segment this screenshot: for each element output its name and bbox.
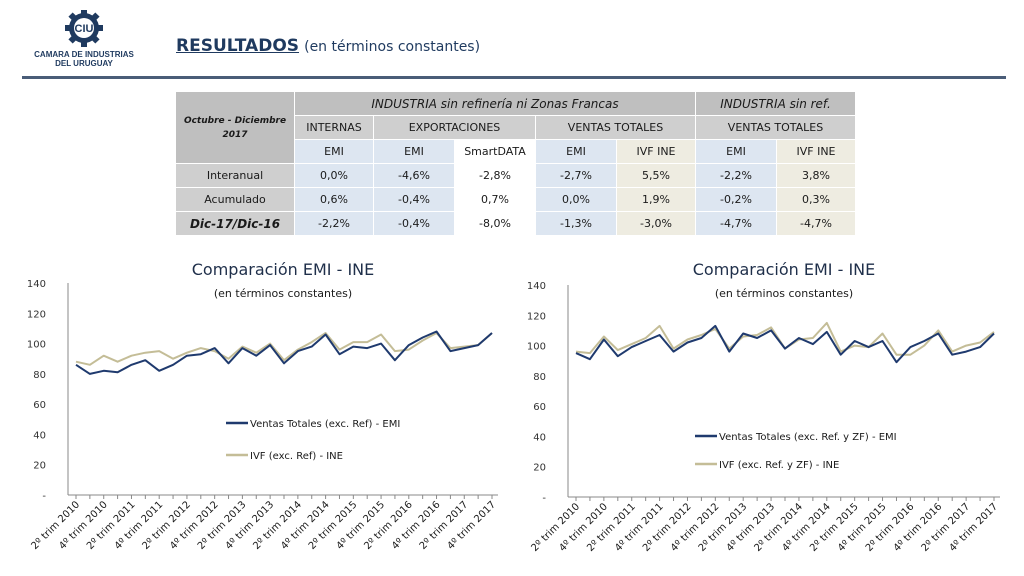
logo-text: CAMARA DE INDUSTRIAS DEL URUGUAY xyxy=(22,50,146,68)
logo: CIU CAMARA DE INDUSTRIAS DEL URUGUAY xyxy=(22,9,146,70)
table-cell: -8,0% xyxy=(454,211,536,236)
y-tick-label: 20 xyxy=(33,461,46,472)
y-tick-label: 40 xyxy=(33,430,46,441)
table-cell: -0,2% xyxy=(695,187,777,212)
table-cell: -4,7% xyxy=(776,211,856,236)
table-cell: -1,3% xyxy=(535,211,617,236)
table-cell: -4,6% xyxy=(373,163,455,188)
table-cell: 5,5% xyxy=(616,163,696,188)
y-tick-label: 140 xyxy=(527,281,546,292)
legend-label: IVF (exc. Ref. y ZF) - INE xyxy=(719,460,839,471)
table-source-header: IVF INE xyxy=(776,139,856,164)
legend-label: Ventas Totales (exc. Ref) - EMI xyxy=(250,419,400,430)
x-tick-label: 2º trim 2010 xyxy=(29,499,82,552)
table-cell: -2,8% xyxy=(454,163,536,188)
y-tick-label: - xyxy=(42,491,46,502)
table-cell: 0,0% xyxy=(294,163,374,188)
chart-title: Comparación EMI - INE xyxy=(693,260,876,279)
table-subheader: VENTAS TOTALES xyxy=(535,115,696,140)
table-row: Dic-17/Dic-16 -2,2% -0,4% -8,0% -1,3% -3… xyxy=(175,211,856,236)
y-tick-label: 100 xyxy=(527,342,546,353)
y-tick-label: 40 xyxy=(533,432,546,443)
table-cell: -2,2% xyxy=(294,211,374,236)
table-corner-cell: Octubre - Diciembre 2017 xyxy=(175,91,295,164)
chart-subtitle: (en términos constantes) xyxy=(715,287,853,300)
table-source-header: IVF INE xyxy=(616,139,696,164)
y-tick-label: 120 xyxy=(527,311,546,322)
series-line-emi xyxy=(75,330,493,375)
y-tick-label: 60 xyxy=(533,402,546,413)
table-source-header: EMI xyxy=(535,139,617,164)
y-tick-label: 80 xyxy=(533,372,546,383)
series-line-emi xyxy=(575,324,995,364)
legend-label: IVF (exc. Ref) - INE xyxy=(250,451,343,462)
table-cell: 0,6% xyxy=(294,187,374,212)
table-group-header: INDUSTRIA sin refinería ni Zonas Francas xyxy=(294,91,696,116)
legend-label: Ventas Totales (exc. Ref. y ZF) - EMI xyxy=(719,432,897,443)
chart-left: Comparación EMI - INE (en términos consta… xyxy=(18,255,508,573)
table-cell: -2,7% xyxy=(535,163,617,188)
table-cell: 1,9% xyxy=(616,187,696,212)
y-tick-label: 100 xyxy=(27,340,46,351)
y-tick-label: 120 xyxy=(27,309,46,320)
page-title: RESULTADOS (en términos constantes) xyxy=(176,36,480,56)
table-corner-line1: Octubre - Diciembre xyxy=(183,115,287,126)
chart-title: Comparación EMI - INE xyxy=(192,260,375,279)
page-title-main: RESULTADOS xyxy=(176,36,300,56)
x-tick-label: 2º trim 2010 xyxy=(529,501,582,554)
table-row: Interanual 0,0% -4,6% -2,8% -2,7% 5,5% -… xyxy=(175,163,856,188)
table-corner-line2: 2017 xyxy=(222,129,248,140)
table-cell: 3,8% xyxy=(776,163,856,188)
page-title-subtitle: (en términos constantes) xyxy=(304,39,481,55)
table-row: Acumulado 0,6% -0,4% 0,7% 0,0% 1,9% -0,2… xyxy=(175,187,856,212)
y-tick-label: 60 xyxy=(33,400,46,411)
chart-subtitle: (en términos constantes) xyxy=(214,287,352,300)
table-source-header: EMI xyxy=(294,139,374,164)
table-cell: -3,0% xyxy=(616,211,696,236)
table-cell: -2,2% xyxy=(695,163,777,188)
table-row-label: Dic-17/Dic-16 xyxy=(175,211,295,236)
logo-text-line1: CAMARA DE INDUSTRIAS xyxy=(34,50,134,59)
table-cell: 0,0% xyxy=(535,187,617,212)
table-row-label: Acumulado xyxy=(175,187,295,212)
table-cell: -4,7% xyxy=(695,211,777,236)
series-line-ine xyxy=(75,332,493,366)
y-tick-label: - xyxy=(542,493,546,504)
table-group-header: INDUSTRIA sin ref. xyxy=(695,91,856,116)
header-divider xyxy=(22,76,1006,79)
table-subheader: VENTAS TOTALES xyxy=(695,115,856,140)
table-subheader: INTERNAS xyxy=(294,115,374,140)
results-table: Octubre - Diciembre 2017 INDUSTRIA sin r… xyxy=(175,91,856,236)
table-source-header: EMI xyxy=(373,139,455,164)
y-tick-label: 80 xyxy=(33,370,46,381)
y-tick-label: 20 xyxy=(533,463,546,474)
chart-left-svg: Comparación EMI - INE (en términos consta… xyxy=(27,260,498,552)
table-row-label: Interanual xyxy=(175,163,295,188)
table-subheader: EXPORTACIONES xyxy=(373,115,536,140)
table-source-header: SmartDATA xyxy=(454,139,536,164)
chart-right-svg: Comparación EMI - INE (en términos consta… xyxy=(527,260,1000,554)
logo-mark: CIU xyxy=(75,23,94,35)
table-cell: 0,7% xyxy=(454,187,536,212)
table-cell: 0,3% xyxy=(776,187,856,212)
y-tick-label: 140 xyxy=(27,279,46,290)
logo-text-line2: DEL URUGUAY xyxy=(55,59,113,68)
table-source-header: EMI xyxy=(695,139,777,164)
gear-logo-icon: CIU xyxy=(65,9,103,47)
table-cell: -0,4% xyxy=(373,211,455,236)
series-line-ine xyxy=(575,321,995,356)
table-cell: -0,4% xyxy=(373,187,455,212)
chart-right: Comparación EMI - INE (en términos consta… xyxy=(518,255,1008,573)
